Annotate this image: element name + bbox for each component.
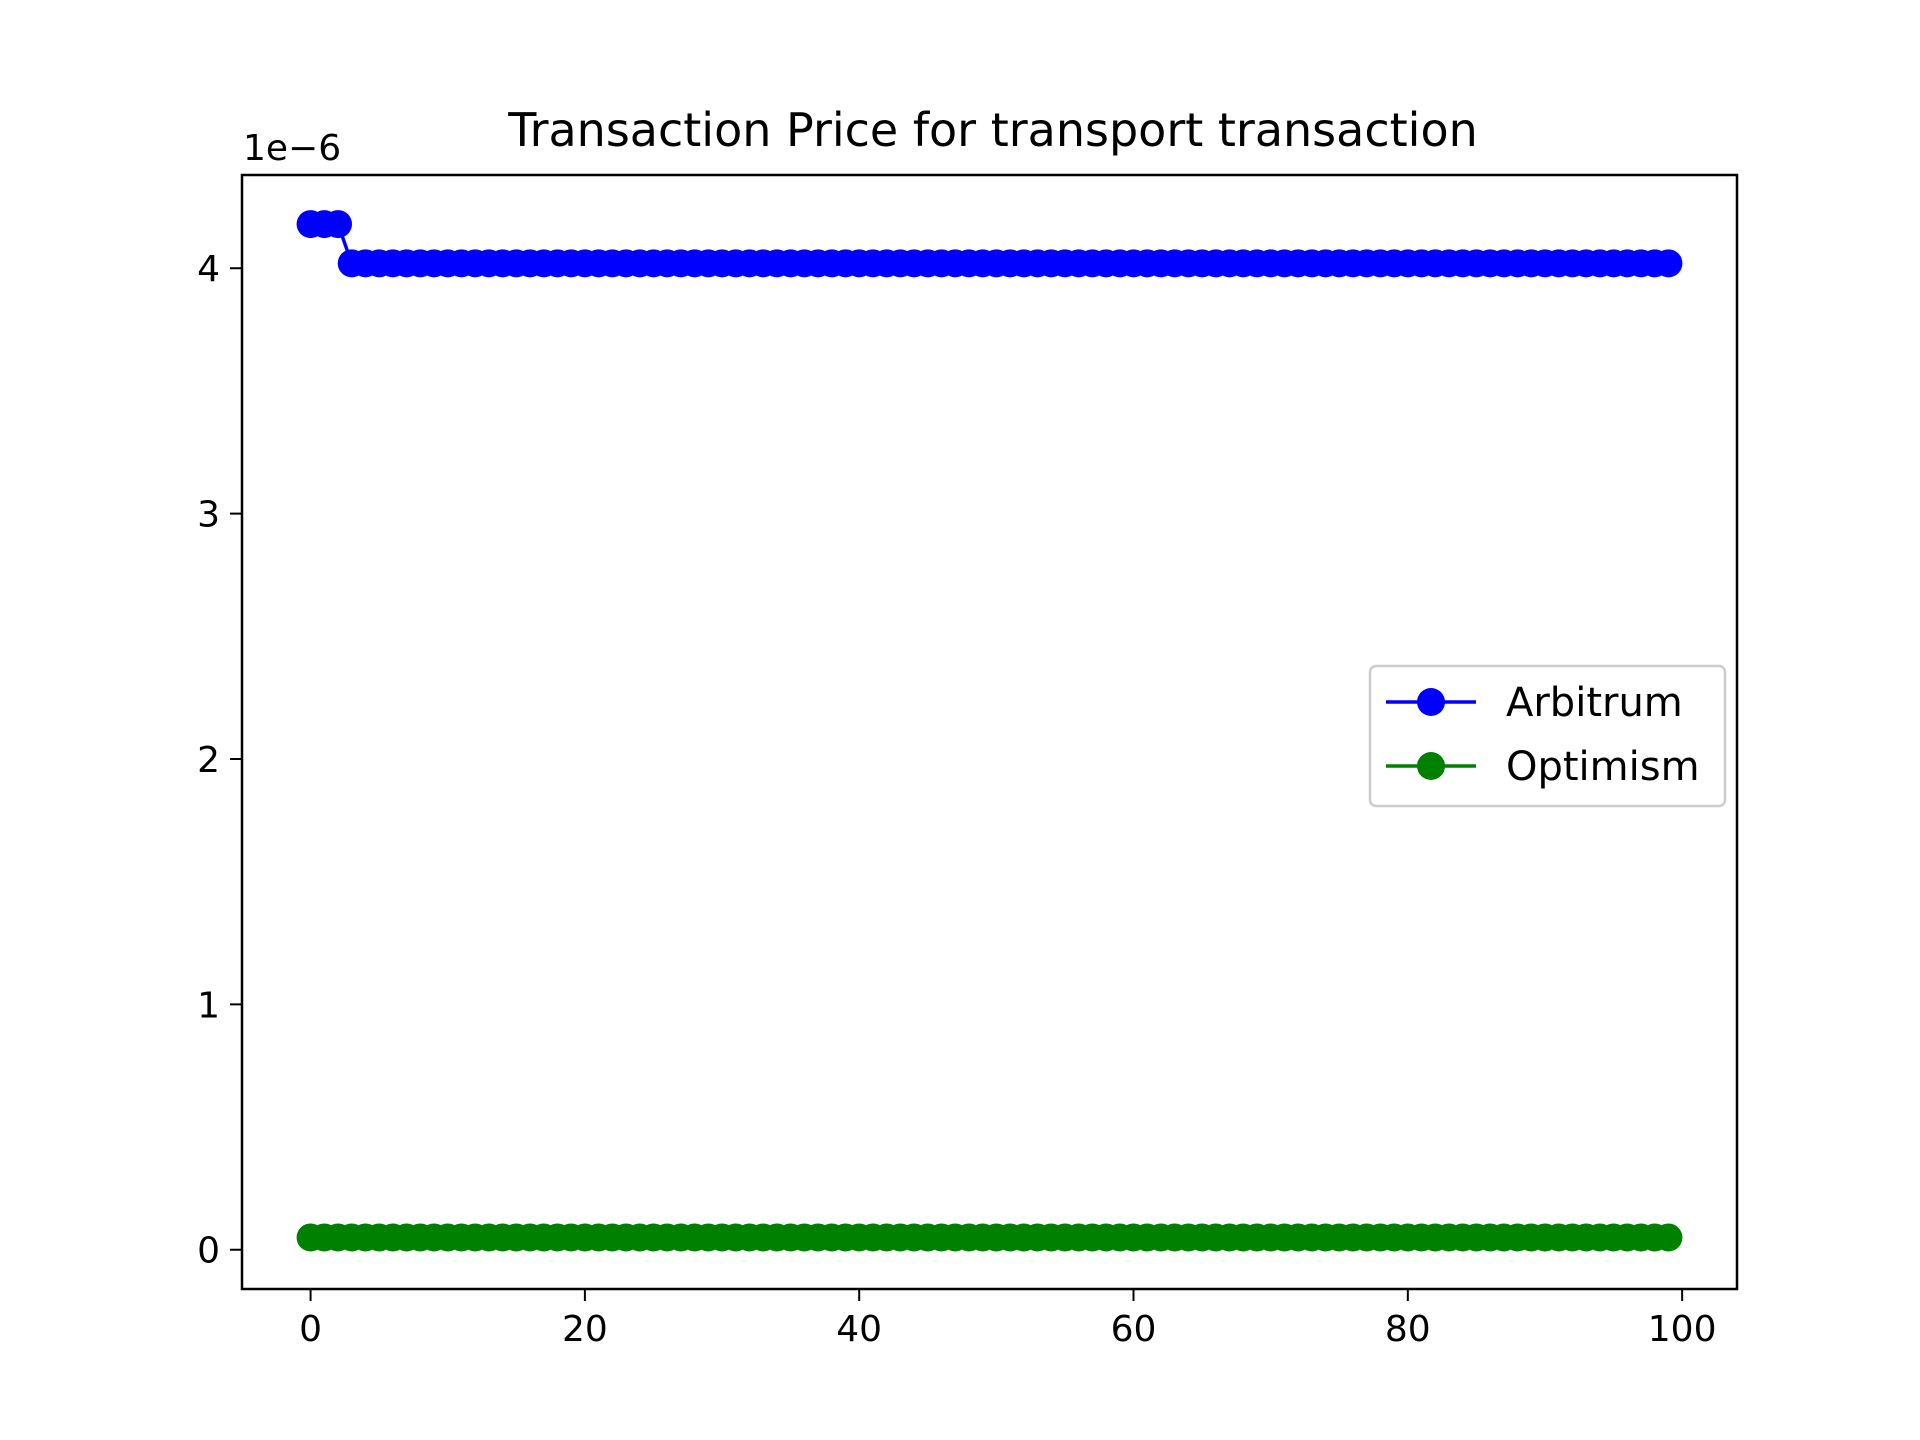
y-tick-label: 0: [197, 1231, 220, 1272]
y-tick-label: 3: [197, 495, 220, 536]
y-tick-label: 4: [197, 249, 220, 290]
legend: Arbitrum Optimism: [1368, 664, 1727, 808]
legend-marker: [1417, 752, 1445, 780]
x-tick-label: 20: [562, 1309, 608, 1350]
chart-title: Transaction Price for transport transact…: [507, 103, 1478, 157]
y-tick-label: 1: [197, 985, 220, 1026]
legend-label: Optimism: [1506, 744, 1700, 790]
legend-marker: [1417, 688, 1445, 716]
axis-layer: 0 20 40 60 80 100 0 1 2 3 4: [197, 249, 1716, 1350]
x-tick-label: 80: [1385, 1309, 1431, 1350]
legend-item-arbitrum: Arbitrum: [1386, 680, 1683, 726]
y-tick-label: 2: [197, 740, 220, 781]
legend-item-optimism: Optimism: [1386, 744, 1700, 790]
series-optimism: [296, 1223, 1683, 1252]
legend-label: Arbitrum: [1506, 680, 1683, 726]
data-point: [1654, 249, 1683, 278]
x-tick-label: 0: [299, 1309, 322, 1350]
x-tick-label: 40: [836, 1309, 882, 1350]
series-arbitrum: [296, 210, 1683, 278]
y-axis-offset-label: 1e−6: [243, 128, 341, 169]
x-tick-label: 100: [1648, 1309, 1717, 1350]
x-tick-label: 60: [1111, 1309, 1157, 1350]
data-point: [324, 210, 353, 239]
series-layer: [296, 210, 1683, 1252]
data-point: [1654, 1223, 1683, 1252]
plot-frame: [240, 173, 1739, 1291]
